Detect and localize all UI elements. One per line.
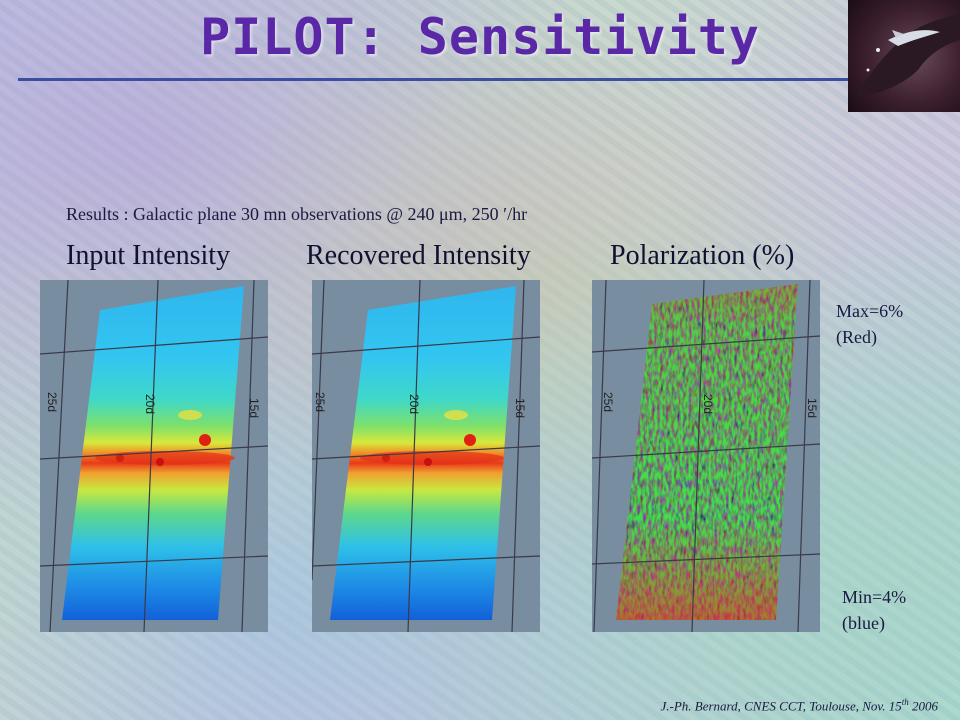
manta-ray-logo [848, 0, 960, 112]
scale-max-label: Max=6% (Red) [836, 298, 903, 350]
grid-label-15d: 15d [247, 398, 261, 418]
scale-max-value: Max=6% [836, 301, 904, 321]
grid-label-25d: 25d [601, 392, 615, 412]
results-caption: Results : Galactic plane 30 mn observati… [66, 204, 528, 224]
input-intensity-map: 25d 20d 15d [40, 280, 268, 632]
polarization-map: 25d 20d 15d [592, 280, 820, 632]
grid-label-15d: 15d [513, 398, 527, 418]
footer-year: 2006 [908, 698, 938, 714]
grid-label-20d: 20d [701, 394, 715, 414]
polarization-heading: Polarization (%) [610, 240, 795, 271]
scale-min-value: Min=4% [842, 587, 907, 607]
input-intensity-heading: Input Intensity [66, 240, 231, 271]
grid-label-20d: 20d [143, 394, 157, 414]
page-title: PILOT: Sensitivity [200, 8, 760, 66]
title-underline [18, 78, 848, 81]
footer-text: J.-Ph. Bernard, CNES CCT, Toulouse, Nov.… [660, 698, 902, 714]
grid-label-25d: 25d [313, 392, 327, 412]
grid-label-15d: 15d [805, 398, 819, 418]
scale-min-label: Min=4% (blue) [842, 584, 906, 636]
grid-label-25d: 25d [45, 392, 59, 412]
scale-max-color: (Red) [836, 327, 877, 347]
grid-label-20d: 20d [407, 394, 421, 414]
scale-min-color: (blue) [842, 613, 885, 633]
recovered-intensity-heading: Recovered Intensity [306, 240, 531, 271]
footer-superscript: th [901, 697, 909, 707]
footer-credit: J.-Ph. Bernard, CNES CCT, Toulouse, Nov.… [661, 697, 939, 714]
recovered-intensity-map: 25d 20d 15d [312, 280, 540, 632]
